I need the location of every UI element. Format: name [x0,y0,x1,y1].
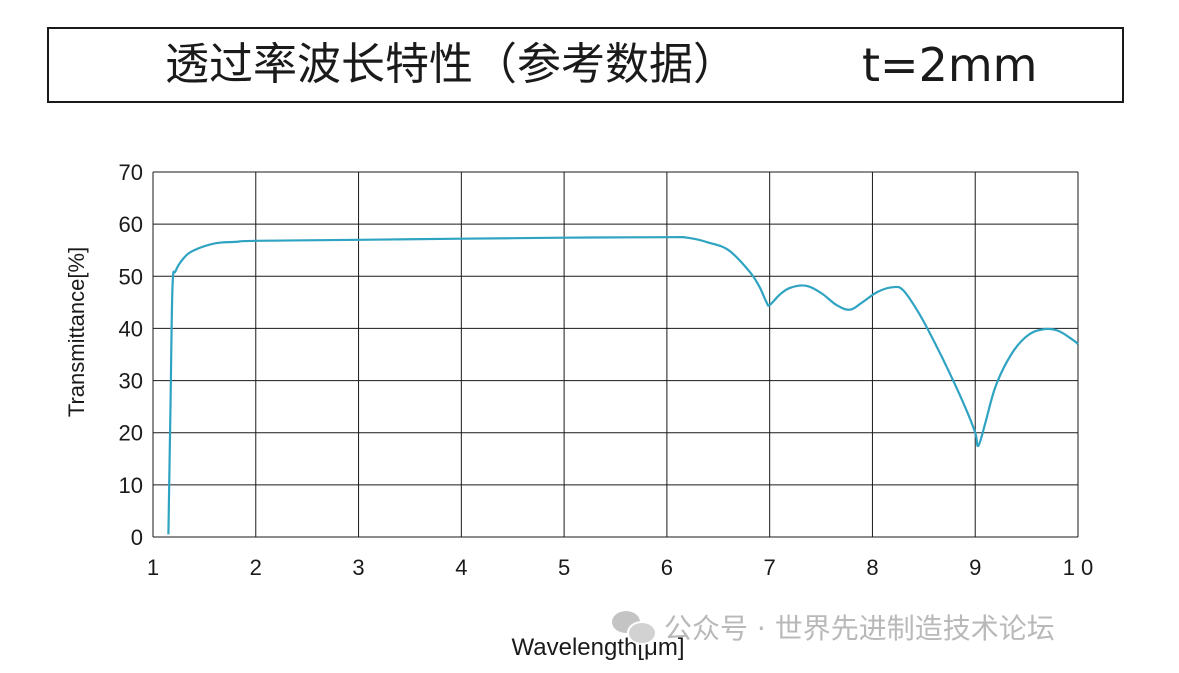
thickness-label: t=2mm [862,38,1038,92]
x-tick-label-8: 8 [866,555,878,580]
watermark: 公众号 · 世界先进制造技术论坛 [612,607,1055,647]
y-tick-label-20: 20 [119,421,143,446]
x-tick-label-5: 5 [558,555,570,580]
x-tick-label-3: 3 [352,555,364,580]
x-axis-label: Wavelength[μm] [511,634,684,661]
title-box: 透过率波长特性（参考数据） t=2mm [47,27,1124,103]
wechat-icon [612,609,657,645]
y-tick-label-50: 50 [119,264,143,289]
watermark-text: 公众号 · 世界先进制造技术论坛 [664,612,1055,645]
transmittance-curve [167,236,1079,535]
x-tick-label-2: 2 [250,555,262,580]
y-axis-label: Transmittance[%] [64,247,89,417]
x-tick-label-1: 1 [147,555,159,580]
y-tick-label-30: 30 [119,369,143,394]
x-tick-label-6: 6 [661,555,673,580]
y-tick-label-0: 0 [131,525,143,550]
x-tick-label-7: 7 [764,555,776,580]
y-tick-label-70: 70 [119,160,143,185]
x-tick-label-4: 4 [455,555,467,580]
x-tick-label-10: 1 0 [1063,555,1094,580]
chart-title: 透过率波长特性（参考数据） [165,39,737,90]
y-tick-label-60: 60 [119,212,143,237]
y-tick-label-40: 40 [119,316,143,341]
x-tick-label-9: 9 [969,555,981,580]
y-tick-label-10: 10 [119,473,143,498]
grid [152,171,1079,538]
